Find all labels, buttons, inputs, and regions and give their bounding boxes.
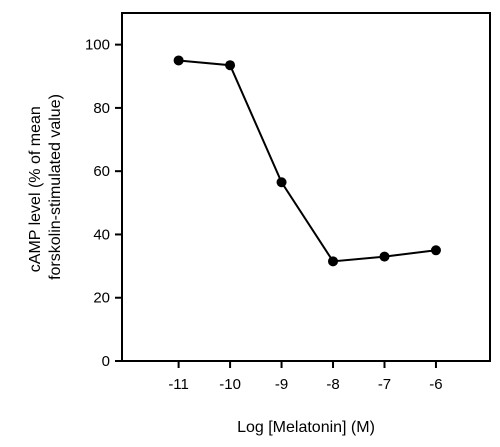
y-tick-label: 60 <box>93 163 110 180</box>
data-point <box>276 177 287 188</box>
plot-frame <box>121 12 491 362</box>
x-tick-label: -9 <box>275 376 288 393</box>
x-tick-label: -6 <box>429 376 442 393</box>
data-point <box>225 60 236 71</box>
x-tick-label: -8 <box>326 376 339 393</box>
y-tick-label: 20 <box>93 290 110 307</box>
x-axis-title: Log [Melatonin] (M) <box>237 419 375 436</box>
data-point <box>379 251 390 262</box>
y-tick-label: 100 <box>85 37 110 54</box>
y-axis-title-line-2: forskolin-stimulated value) <box>47 94 64 280</box>
y-tick-label: 0 <box>102 353 110 370</box>
y-tick-label: 40 <box>93 226 110 243</box>
y-axis-title: cAMP level (% of mean forskolin-stimulat… <box>27 94 64 280</box>
x-axis: -11 -10 -9 -8 -7 -6 <box>168 361 443 393</box>
y-axis-title-line-1: cAMP level (% of mean <box>27 106 44 272</box>
x-tick-label: -7 <box>378 376 391 393</box>
y-axis: 0 20 40 60 80 100 <box>85 37 122 370</box>
x-tick-label: -10 <box>219 376 241 393</box>
series-layer <box>173 55 441 267</box>
data-point <box>328 256 339 267</box>
x-tick-label: -11 <box>168 376 189 393</box>
y-tick-label: 80 <box>93 100 110 117</box>
data-point <box>430 245 441 256</box>
data-point <box>173 55 184 66</box>
series-line <box>178 59 437 263</box>
